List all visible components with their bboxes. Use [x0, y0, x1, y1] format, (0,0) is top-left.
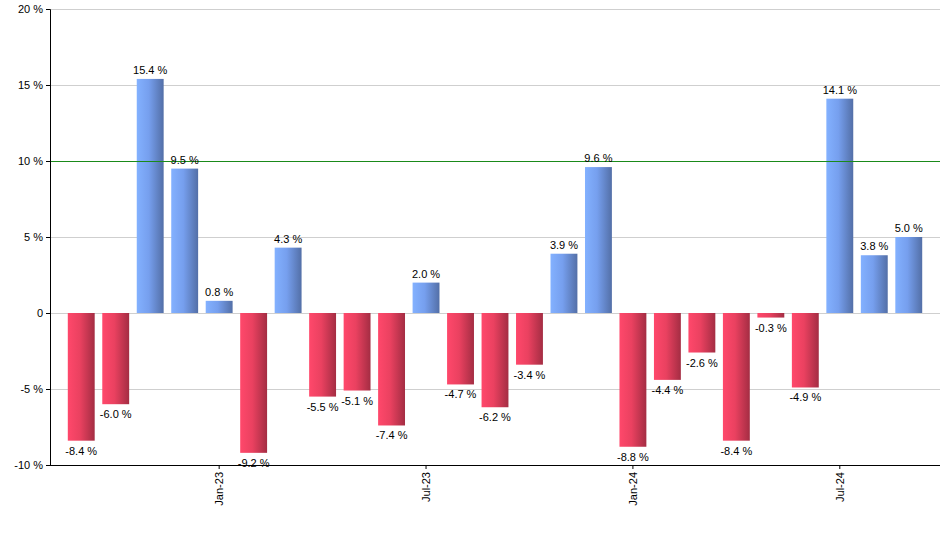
- x-tick-label: Jul-23: [420, 472, 432, 502]
- y-tick-mark: [46, 313, 50, 314]
- bar: [826, 99, 853, 313]
- y-tick-mark: [46, 161, 50, 162]
- y-tick-label: 10 %: [18, 155, 43, 167]
- bar: [378, 313, 405, 425]
- x-tick-label: Jan-24: [627, 472, 639, 506]
- y-tick-mark: [46, 465, 50, 466]
- bar: [482, 313, 509, 407]
- bar: [895, 237, 922, 313]
- y-tick-mark: [46, 9, 50, 10]
- grid-line: [50, 465, 940, 466]
- bar: [137, 79, 164, 313]
- bar: [413, 283, 440, 313]
- data-label: -5.1 %: [341, 395, 373, 407]
- data-label: 2.0 %: [412, 268, 440, 280]
- y-tick-mark: [46, 85, 50, 86]
- bar: [171, 169, 198, 313]
- x-tick-mark: [426, 465, 427, 469]
- bar: [551, 254, 578, 313]
- y-tick-label: 20 %: [18, 3, 43, 15]
- y-tick-mark: [46, 237, 50, 238]
- data-label: 5.0 %: [895, 222, 923, 234]
- bar: [344, 313, 371, 391]
- data-labels: -8.4 % -6.0 % 15.4 % 9.5 % 0.8 % -9.2 % 4.3 % -…: [65, 64, 923, 469]
- data-label: -8.4 %: [720, 445, 752, 457]
- grid-line: [50, 85, 940, 86]
- x-tick-mark: [632, 465, 633, 469]
- data-label: -8.8 %: [617, 451, 649, 463]
- bar: [206, 301, 233, 313]
- y-tick: -10 %: [14, 459, 50, 471]
- bar: [861, 255, 888, 313]
- data-label: -7.4 %: [376, 429, 408, 441]
- y-axis-line: [46, 10, 51, 466]
- data-label: -5.5 %: [307, 401, 339, 413]
- bar: [68, 313, 95, 441]
- x-tick: Jan-24: [627, 465, 639, 506]
- data-label: 3.9 %: [550, 239, 578, 251]
- grid: [50, 9, 940, 465]
- data-label: -9.2 %: [238, 457, 270, 469]
- data-label: 4.3 %: [274, 233, 302, 245]
- x-tick-mark: [839, 465, 840, 469]
- data-label: 0.8 %: [205, 286, 233, 298]
- plot-area: [50, 79, 940, 453]
- bar: [102, 313, 129, 404]
- bar: [585, 167, 612, 313]
- x-tick: Jul-24: [834, 465, 846, 502]
- data-label: 9.5 %: [171, 154, 199, 166]
- data-label: -6.0 %: [100, 408, 132, 420]
- y-axis: -10 % -5 % 0 5 % 10 % 15 % 20 %: [14, 3, 50, 471]
- data-label: 9.6 %: [584, 152, 612, 164]
- data-label: 3.8 %: [860, 240, 888, 252]
- y-tick: 15 %: [18, 79, 50, 91]
- bar: [275, 248, 302, 313]
- y-tick: 5 %: [24, 231, 50, 243]
- data-label: -6.2 %: [479, 411, 511, 423]
- x-axis-line: [50, 465, 940, 466]
- chart: -10 %-5 %05 %10 %15 %20 %Jan-23Jul-23Jan…: [0, 0, 940, 550]
- y-tick: 20 %: [18, 3, 50, 15]
- bar: [792, 313, 819, 387]
- bar: [654, 313, 681, 380]
- y-tick-mark: [46, 389, 50, 390]
- data-label: -4.7 %: [445, 388, 477, 400]
- grid-line: [50, 9, 940, 10]
- bar: [516, 313, 543, 365]
- bar: [757, 313, 784, 318]
- data-label: 15.4 %: [133, 64, 167, 76]
- x-tick-label: Jan-23: [213, 472, 225, 506]
- x-tick: Jul-23: [420, 465, 432, 502]
- y-tick: 0: [37, 307, 50, 319]
- bar: [723, 313, 750, 441]
- data-label: -4.9 %: [789, 391, 821, 403]
- y-tick-label: -5 %: [20, 383, 43, 395]
- y-tick-label: -10 %: [14, 459, 43, 471]
- y-tick: -5 %: [20, 383, 50, 395]
- x-axis: Jan-23 Jul-23 Jan-24 Jul-24: [50, 465, 940, 506]
- data-label: -8.4 %: [65, 445, 97, 457]
- data-label: 14.1 %: [823, 84, 857, 96]
- y-tick: 10 %: [18, 155, 50, 167]
- bar: [240, 313, 267, 453]
- y-tick-label: 5 %: [24, 231, 43, 243]
- data-label: -4.4 %: [652, 384, 684, 396]
- bar: [688, 313, 715, 353]
- data-label: -3.4 %: [514, 369, 546, 381]
- y-tick-label: 15 %: [18, 79, 43, 91]
- data-label: -0.3 %: [755, 322, 787, 334]
- x-tick-label: Jul-24: [834, 472, 846, 502]
- y-tick-label: 0: [37, 307, 43, 319]
- x-tick: Jan-23: [213, 465, 225, 506]
- x-tick-mark: [219, 465, 220, 469]
- data-label: -2.6 %: [686, 357, 718, 369]
- bar: [447, 313, 474, 384]
- bar: [309, 313, 336, 397]
- bar: [619, 313, 646, 447]
